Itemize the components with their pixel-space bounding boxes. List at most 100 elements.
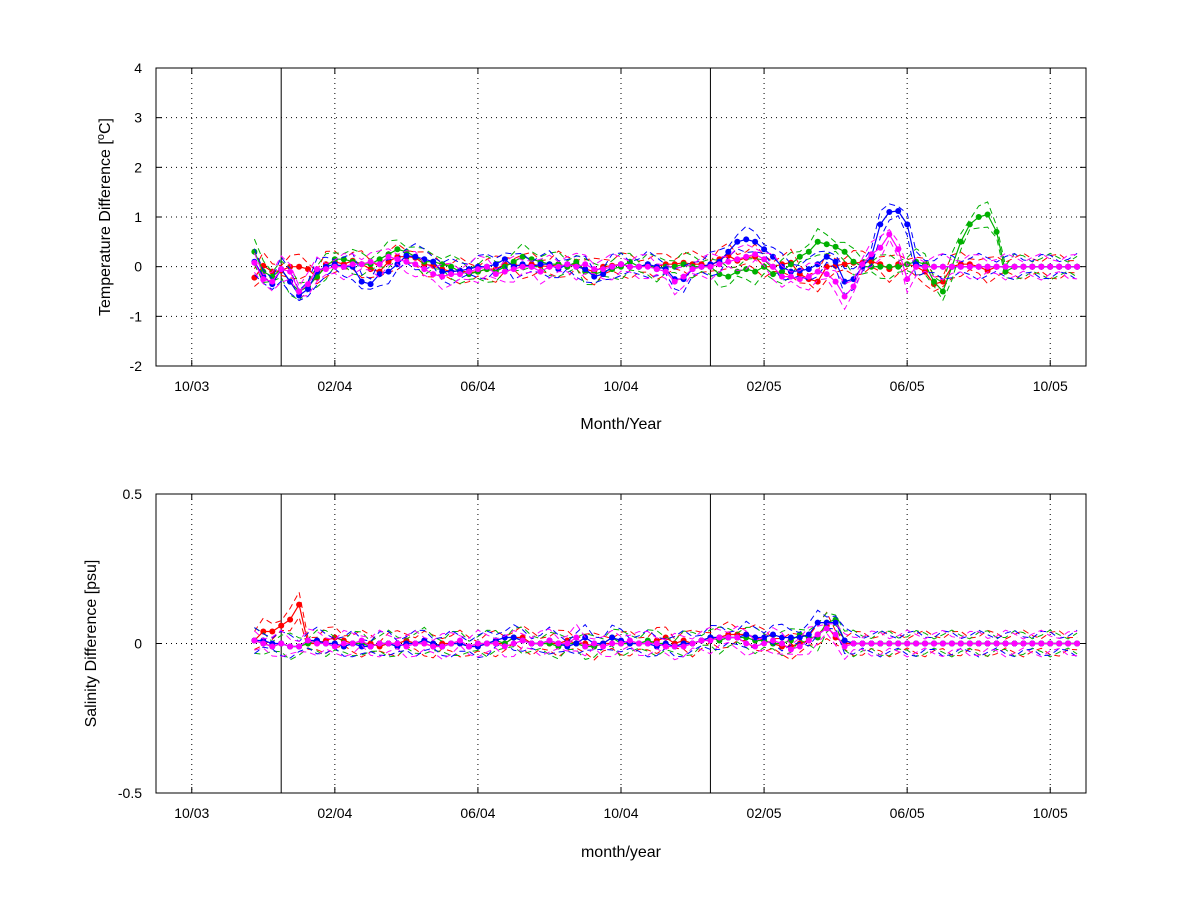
temperature-series-magenta-point bbox=[546, 263, 553, 270]
temperature-y-tick-label: -1 bbox=[130, 308, 143, 324]
temperature-series-magenta-point bbox=[519, 263, 526, 270]
temperature-series-green-point bbox=[376, 256, 383, 263]
temperature-series-magenta-point bbox=[331, 263, 338, 270]
temperature-series-magenta-point bbox=[922, 263, 928, 270]
salinity-series-magenta-point bbox=[305, 637, 311, 644]
temperature-series-magenta-point bbox=[761, 256, 768, 263]
temperature-series-magenta-point bbox=[716, 261, 723, 268]
salinity-series-magenta-point bbox=[832, 631, 839, 638]
temperature-series-green-point bbox=[770, 271, 776, 278]
temperature-series-magenta-point bbox=[975, 263, 982, 270]
salinity-series-magenta-point bbox=[948, 640, 955, 647]
temperature-series-magenta-point bbox=[287, 268, 294, 275]
salinity-series-magenta-point bbox=[626, 637, 633, 644]
temperature-series-blue-point bbox=[403, 252, 410, 259]
temperature-series-green-point bbox=[993, 228, 1000, 235]
temperature-series-magenta-point bbox=[555, 263, 562, 270]
temperature-series-blue-point bbox=[501, 256, 508, 263]
temperature-series-magenta-point bbox=[1002, 263, 1009, 270]
salinity-series-magenta-point bbox=[421, 640, 428, 647]
temperature-series-magenta-point bbox=[904, 276, 911, 283]
salinity-x-tick-label: 06/04 bbox=[460, 805, 495, 821]
salinity-series-magenta-point bbox=[743, 640, 750, 647]
salinity-series-magenta-point bbox=[993, 640, 1000, 647]
temperature-series-blue-point bbox=[367, 281, 374, 288]
temperature-series-blue-point bbox=[537, 261, 544, 268]
temperature-series-blue-point bbox=[725, 248, 732, 255]
salinity-series-magenta-point bbox=[779, 640, 785, 647]
temperature-series-magenta-point bbox=[832, 278, 839, 285]
salinity-series-magenta-point bbox=[403, 643, 410, 650]
temperature-series-magenta-point bbox=[501, 268, 508, 275]
temperature-series-magenta-point bbox=[474, 266, 481, 273]
salinity-series-magenta-point bbox=[886, 640, 893, 647]
temperature-y-tick-label: 1 bbox=[134, 209, 142, 225]
salinity-x-tick-label: 10/03 bbox=[174, 805, 209, 821]
temperature-series-red-point bbox=[814, 278, 821, 285]
temperature-series-magenta-point bbox=[510, 266, 517, 273]
temperature-series-magenta-point bbox=[260, 276, 267, 283]
temperature-series-magenta-point bbox=[895, 246, 902, 253]
salinity-series-blue-point bbox=[358, 643, 365, 650]
temperature-series-blue-point bbox=[305, 286, 311, 292]
salinity-series-red-point bbox=[287, 616, 294, 623]
salinity-series-magenta-point bbox=[1011, 640, 1018, 647]
temperature-series-blue-point bbox=[591, 273, 598, 280]
salinity-series-magenta-point bbox=[823, 625, 830, 632]
temperature-x-tick-label: 06/04 bbox=[460, 378, 495, 394]
salinity-series-magenta-point bbox=[752, 643, 759, 650]
temperature-ticks: 10/03 02/04 06/04 10/04 02/05 06/05 10/05 -2 -1 0… bbox=[130, 60, 1086, 394]
salinity-series-red-point bbox=[296, 601, 303, 608]
temperature-series-magenta-point bbox=[859, 261, 866, 268]
temperature-series-green-point bbox=[904, 261, 911, 268]
temperature-series-magenta-lower-envelope bbox=[254, 238, 1078, 311]
salinity-series-blue-point bbox=[761, 634, 768, 641]
temperature-series-magenta-point bbox=[725, 258, 732, 265]
salinity-series-magenta-point bbox=[349, 640, 356, 647]
salinity-series-magenta-point bbox=[805, 637, 812, 644]
temperature-series-green-point bbox=[519, 253, 526, 260]
temperature-series-green-point bbox=[761, 263, 768, 270]
salinity-series-magenta-point bbox=[644, 640, 651, 647]
salinity-series-red-upper-envelope bbox=[253, 590, 1078, 643]
temperature-series-magenta-point bbox=[412, 261, 419, 268]
temperature-series-green-point bbox=[975, 214, 982, 220]
salinity-series-magenta-point bbox=[653, 640, 660, 647]
temperature-series-magenta-point bbox=[814, 268, 821, 275]
salinity-series-magenta-point bbox=[698, 637, 705, 644]
salinity-series-blue-point bbox=[609, 634, 616, 641]
temperature-series-group bbox=[251, 201, 1081, 311]
temperature-series-magenta-point bbox=[653, 266, 660, 273]
salinity-series-red-point bbox=[278, 622, 285, 629]
salinity-series-magenta-point bbox=[501, 643, 508, 650]
salinity-series-magenta-point bbox=[841, 643, 848, 650]
temperature-series-green-point bbox=[814, 238, 821, 245]
salinity-series-magenta-point bbox=[430, 643, 437, 650]
salinity-series-red-point bbox=[269, 628, 276, 635]
temperature-series-magenta-point bbox=[591, 266, 598, 273]
temperature-series-magenta-point bbox=[877, 244, 884, 251]
salinity-x-tick-label: 02/05 bbox=[747, 805, 782, 821]
salinity-series-magenta-point bbox=[689, 640, 696, 647]
salinity-series-magenta-point bbox=[322, 640, 329, 647]
temperature-series-blue-point bbox=[779, 263, 785, 270]
temperature-series-blue-point bbox=[385, 268, 392, 275]
temperature-series-green-point bbox=[448, 263, 455, 270]
salinity-series-magenta-point bbox=[1029, 640, 1036, 647]
salinity-series-green-upper-envelope bbox=[254, 612, 1078, 643]
temperature-series-magenta-point bbox=[823, 271, 830, 278]
salinity-series-magenta-point bbox=[385, 640, 392, 647]
temperature-series-green-point bbox=[895, 263, 902, 270]
salinity-series-magenta-point bbox=[975, 640, 982, 647]
salinity-series-magenta-point bbox=[251, 637, 258, 644]
salinity-series-magenta-point bbox=[966, 640, 973, 647]
salinity-series-magenta-point bbox=[474, 640, 481, 647]
temperature-y-axis-label-text: Temperature Difference [ bbox=[97, 140, 114, 316]
temperature-series-magenta-point bbox=[698, 263, 705, 270]
temperature-series-magenta-point bbox=[457, 271, 463, 278]
salinity-series-magenta-point bbox=[877, 640, 884, 647]
temperature-series-magenta-point bbox=[537, 268, 544, 275]
temperature-series-blue-point bbox=[770, 253, 776, 260]
temperature-series-magenta-point bbox=[779, 273, 785, 280]
